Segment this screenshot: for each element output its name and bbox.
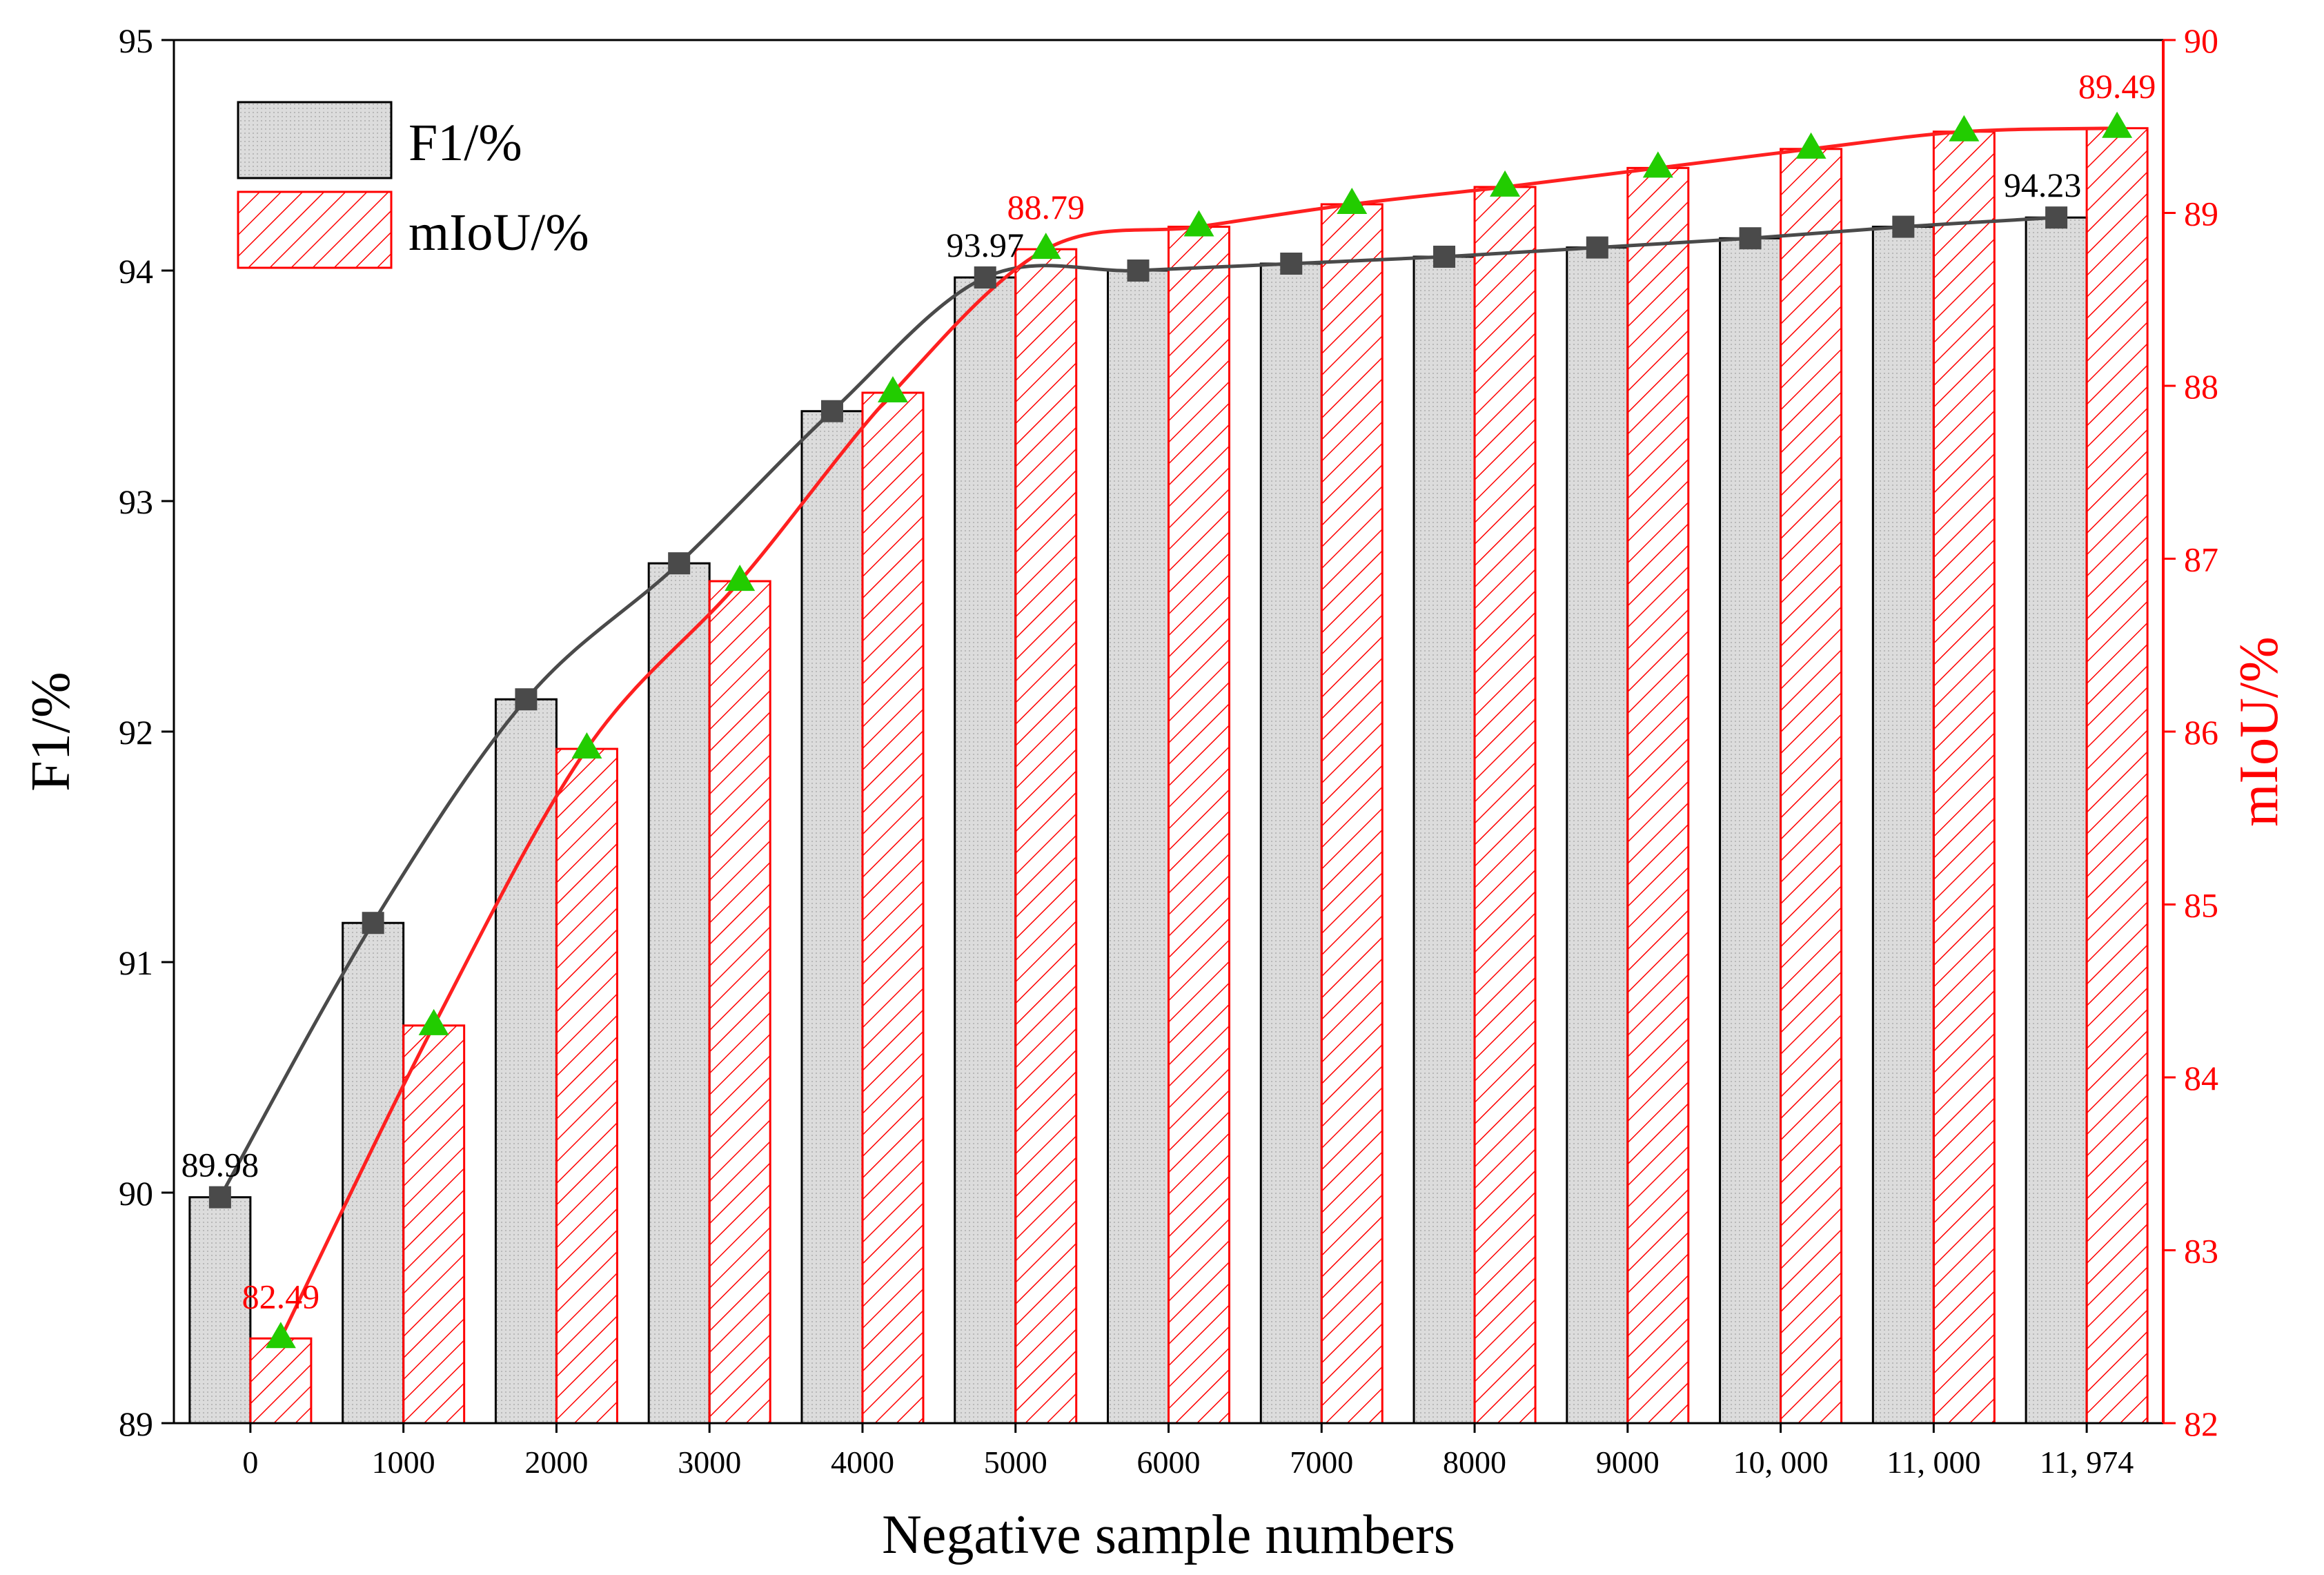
legend-swatch-miou <box>237 190 393 269</box>
f1-bar <box>800 410 864 1425</box>
miou-bar <box>1780 148 1843 1425</box>
right-tick-label: 86 <box>2184 713 2218 752</box>
x-axis-title: Negative sample numbers <box>882 1505 1455 1565</box>
x-tick-label: 7000 <box>1290 1445 1353 1480</box>
x-tick-label: 10, 000 <box>1733 1445 1829 1480</box>
legend-label-miou: mIoU/% <box>408 204 589 262</box>
data-label: 89.98 <box>181 1146 259 1184</box>
data-label: 94.23 <box>2004 166 2082 204</box>
x-tick-label: 1000 <box>372 1445 435 1480</box>
data-label: 89.49 <box>2078 67 2156 106</box>
f1-line <box>218 215 2057 1198</box>
f1-marker <box>1127 260 1150 282</box>
right-tick-label: 88 <box>2184 367 2218 406</box>
legend-swatch-f1 <box>237 101 393 179</box>
x-tick-label: 11, 974 <box>2040 1445 2134 1480</box>
miou-marker <box>1490 170 1521 197</box>
x-tick-label: 4000 <box>831 1445 894 1480</box>
left-tick-label: 89 <box>119 1405 153 1443</box>
miou-bar <box>1473 186 1537 1425</box>
right-axis-title: mIoU/% <box>2229 636 2289 827</box>
f1-marker <box>820 400 843 422</box>
miou-bar <box>2085 127 2149 1425</box>
x-tick-label: 8000 <box>1443 1445 1506 1480</box>
f1-bar <box>1259 262 1323 1425</box>
x-tick-label: 2000 <box>524 1445 588 1480</box>
miou-bar <box>1626 166 1690 1425</box>
miou-marker <box>2102 111 2133 138</box>
x-tick-label: 6000 <box>1137 1445 1201 1480</box>
left-tick-label: 90 <box>119 1174 153 1213</box>
right-tick-label: 90 <box>2184 21 2218 60</box>
x-tick-label: 9000 <box>1596 1445 1660 1480</box>
miou-marker <box>1642 151 1673 178</box>
right-tick-label: 85 <box>2184 886 2218 925</box>
miou-bar <box>1932 130 1996 1425</box>
miou-marker <box>418 1008 449 1035</box>
miou-bar <box>1320 203 1383 1425</box>
x-tick-label: 3000 <box>678 1445 741 1480</box>
miou-marker <box>877 376 908 403</box>
right-tick-label: 83 <box>2184 1232 2218 1271</box>
f1-marker <box>208 1186 231 1209</box>
miou-marker <box>1337 187 1368 214</box>
right-tick-label: 84 <box>2184 1059 2218 1097</box>
miou-marker <box>1949 115 1980 141</box>
f1-marker <box>668 552 691 575</box>
x-tick-label: 11, 000 <box>1887 1445 1980 1480</box>
left-tick-label: 91 <box>119 943 153 982</box>
f1-marker <box>362 912 384 935</box>
f1-marker <box>1280 252 1303 275</box>
f1-bar <box>1719 237 1782 1425</box>
x-tick-label: 0 <box>242 1445 258 1480</box>
data-label: 82.49 <box>242 1277 320 1315</box>
data-label: 93.97 <box>946 226 1024 264</box>
f1-bar <box>1412 255 1476 1425</box>
f1-bar <box>1107 269 1170 1425</box>
miou-marker <box>1030 233 1061 260</box>
f1-bar <box>954 276 1017 1425</box>
miou-bar <box>555 747 618 1425</box>
f1-marker <box>1892 215 1915 238</box>
miou-marker <box>725 565 756 591</box>
f1-bar <box>494 698 558 1425</box>
f1-marker <box>1433 245 1456 268</box>
left-tick-label: 93 <box>119 482 153 521</box>
miou-bar <box>708 580 771 1425</box>
left-tick-label: 95 <box>119 21 153 60</box>
miou-marker <box>571 732 602 759</box>
f1-bar <box>188 1196 252 1425</box>
legend-label-f1: F1/% <box>408 114 522 172</box>
miou-marker <box>1795 132 1826 159</box>
right-tick-label: 89 <box>2184 195 2218 233</box>
miou-line <box>279 126 2118 1340</box>
f1-marker <box>1586 236 1608 259</box>
data-label: 88.79 <box>1007 188 1085 226</box>
miou-bar <box>402 1024 466 1425</box>
right-tick-label: 87 <box>2184 540 2218 579</box>
plot-area: 89.98 93.97 94.23 82.49 88.79 89.49 89 90 91 92 93… <box>21 21 2289 1565</box>
x-tick-label: 5000 <box>984 1445 1047 1480</box>
left-axis-title: F1/% <box>21 672 81 791</box>
f1-marker <box>974 266 996 289</box>
left-tick-label: 94 <box>119 252 153 291</box>
right-tick-label: 82 <box>2184 1405 2218 1443</box>
miou-bar <box>249 1337 313 1425</box>
f1-bar <box>1566 246 1629 1425</box>
f1-bar <box>2025 216 2088 1425</box>
miou-bar <box>861 391 925 1425</box>
left-tick-label: 92 <box>119 713 153 752</box>
f1-marker <box>1739 227 1762 250</box>
f1-bar <box>647 562 711 1425</box>
f1-marker <box>515 688 538 711</box>
miou-bar <box>1014 248 1078 1425</box>
miou-marker <box>1183 210 1214 237</box>
f1-bar <box>342 921 405 1425</box>
f1-bar <box>1871 226 1935 1425</box>
miou-marker <box>265 1322 296 1349</box>
f1-marker <box>2045 206 2068 229</box>
miou-bar <box>1168 226 1230 1425</box>
